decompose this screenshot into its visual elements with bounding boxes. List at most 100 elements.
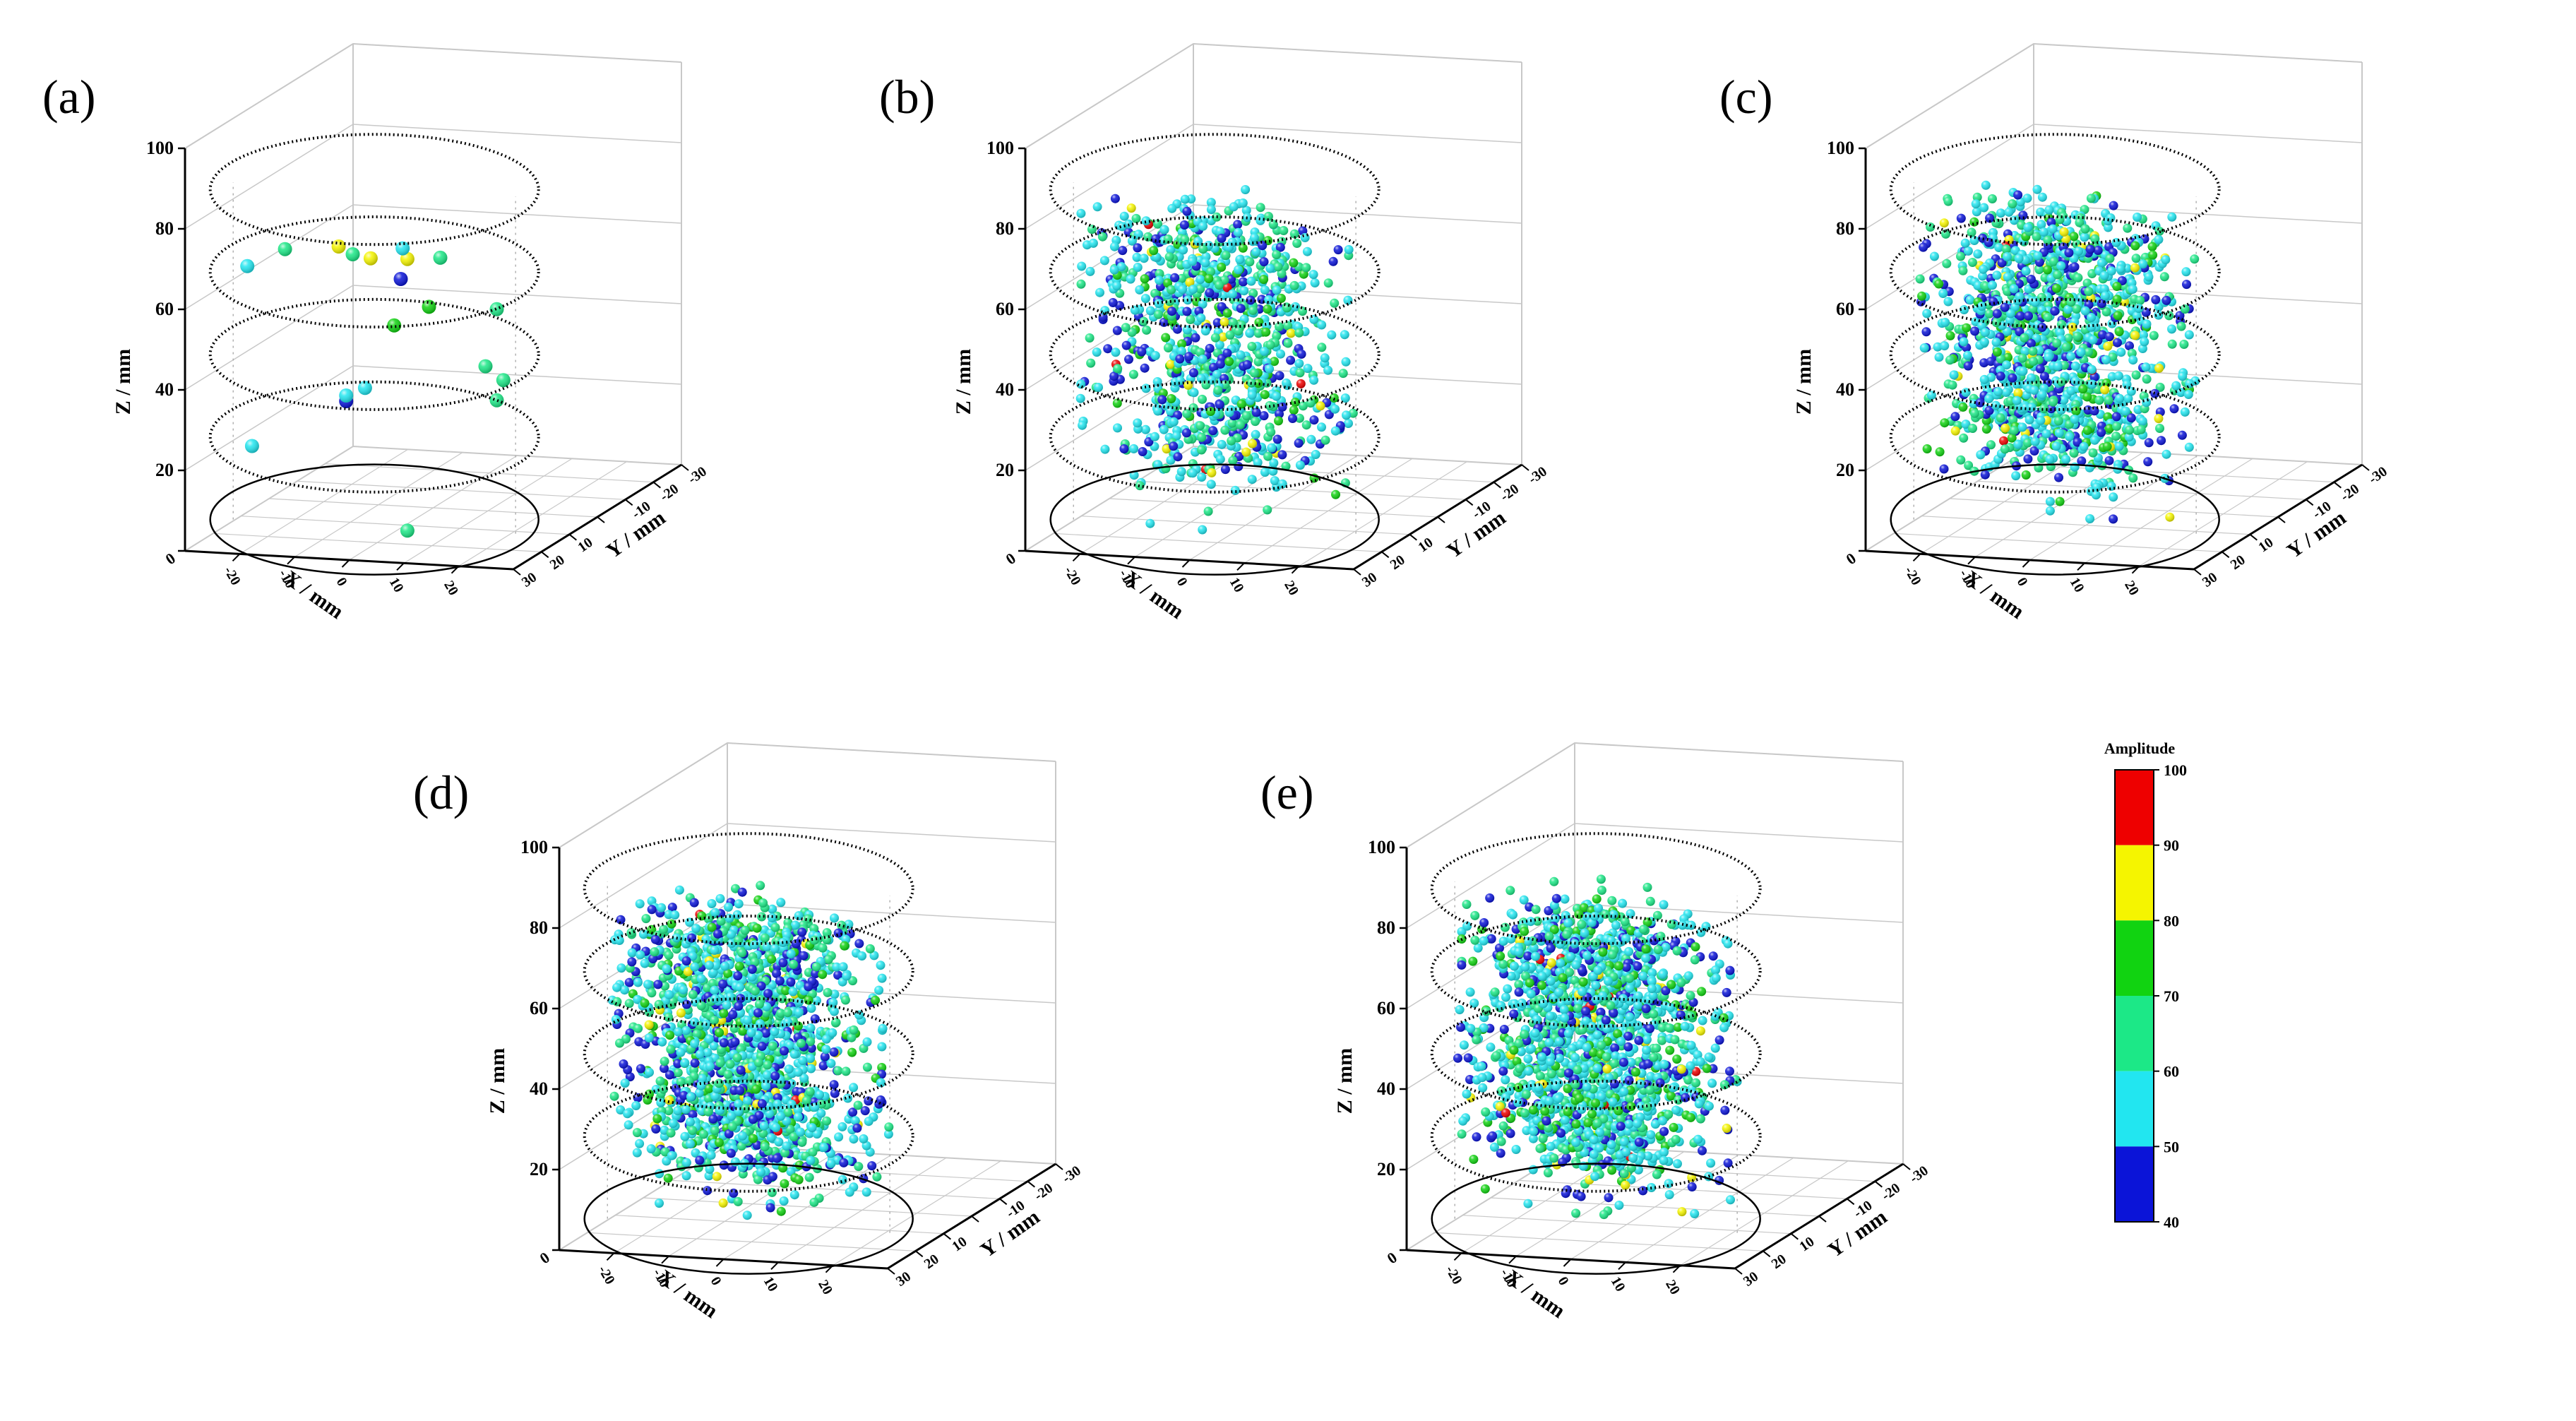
data-point [1167, 307, 1176, 316]
data-point [1263, 304, 1272, 314]
data-point [1948, 380, 1957, 390]
data-point [859, 1134, 869, 1143]
data-point [1993, 387, 2003, 397]
data-point [1457, 1129, 1467, 1139]
data-point [1142, 325, 1152, 335]
data-point [834, 1132, 844, 1142]
data-point [786, 977, 796, 987]
data-point [2103, 341, 2113, 351]
data-point [2054, 472, 2063, 482]
data-point [1698, 1016, 1707, 1025]
data-point [2121, 406, 2130, 416]
data-point [782, 1141, 792, 1151]
z-tick-label: 0 [162, 549, 179, 569]
data-point [1611, 920, 1621, 930]
data-point [719, 1038, 729, 1047]
data-point [1241, 185, 1251, 194]
data-point [1220, 425, 1230, 435]
data-point [2082, 392, 2092, 402]
data-point [2008, 199, 2017, 209]
data-point [2056, 319, 2066, 329]
data-point [706, 1151, 716, 1160]
z-tick-label: 80 [155, 218, 174, 239]
data-point [345, 247, 360, 261]
data-point [1215, 280, 1224, 290]
data-point [807, 1123, 817, 1133]
data-point [776, 1206, 786, 1216]
data-point [1292, 239, 1302, 248]
y-tick-label: -20 [657, 481, 681, 504]
data-point [876, 961, 886, 970]
data-point [2171, 381, 2181, 391]
data-point [877, 1042, 887, 1052]
data-point [1195, 275, 1205, 285]
z-tick-label: 80 [530, 917, 548, 938]
data-point [1296, 349, 1306, 359]
data-point [774, 1055, 784, 1064]
data-point [2143, 457, 2153, 467]
data-point [631, 1101, 641, 1110]
data-point [657, 903, 667, 912]
data-point [2025, 415, 2034, 424]
data-point [2105, 254, 2115, 263]
data-point [771, 1123, 781, 1132]
data-point [2029, 386, 2039, 395]
data-point [673, 1068, 683, 1078]
data-point [756, 1167, 765, 1177]
data-point [2078, 384, 2088, 394]
data-point [736, 1065, 746, 1075]
data-point [1203, 506, 1213, 516]
data-point [776, 898, 786, 908]
data-point [1213, 386, 1223, 395]
y-tick-label: -20 [2338, 481, 2362, 504]
data-point [1956, 213, 1966, 223]
data-point [652, 1114, 662, 1124]
data-point [2015, 311, 2025, 321]
data-point [1980, 470, 1990, 480]
data-point [2114, 327, 2124, 337]
data-point [877, 973, 887, 983]
data-point [489, 302, 504, 316]
data-point [636, 950, 645, 960]
z-tick-label: 0 [1843, 549, 1859, 569]
data-point [612, 982, 622, 992]
data-point [1176, 467, 1186, 477]
data-point [1249, 368, 1259, 378]
data-point [861, 1187, 871, 1197]
data-point [768, 1041, 777, 1051]
data-point [2001, 388, 2011, 397]
data-point [751, 1084, 761, 1094]
data-point [728, 1010, 738, 1020]
data-point [636, 1064, 645, 1074]
data-point [760, 933, 770, 943]
data-point [2113, 338, 2122, 347]
data-point [2184, 442, 2194, 452]
data-point [2155, 424, 2164, 433]
data-point [763, 989, 773, 999]
data-point [1099, 256, 1109, 266]
data-point [1922, 309, 1932, 319]
data-point [1204, 274, 1214, 283]
data-point [1695, 1026, 1705, 1036]
data-point [2032, 184, 2042, 194]
data-point [1309, 415, 1319, 425]
data-point [1959, 337, 1969, 347]
x-tick-label: 10 [386, 575, 407, 595]
data-point [673, 1106, 683, 1116]
data-point [433, 250, 448, 265]
data-point [1938, 289, 1948, 298]
data-point [1206, 205, 1216, 215]
data-point [1317, 320, 1327, 330]
data-point [1992, 270, 2002, 280]
data-point [1531, 905, 1541, 915]
data-point [1921, 327, 1931, 337]
data-point [1988, 280, 1997, 290]
data-point [806, 1023, 816, 1033]
data-point [1150, 351, 1160, 360]
data-point [1272, 434, 1282, 444]
data-point [632, 1128, 642, 1138]
data-point [635, 1138, 645, 1148]
data-point [2004, 207, 2014, 217]
data-point [1560, 894, 1570, 904]
